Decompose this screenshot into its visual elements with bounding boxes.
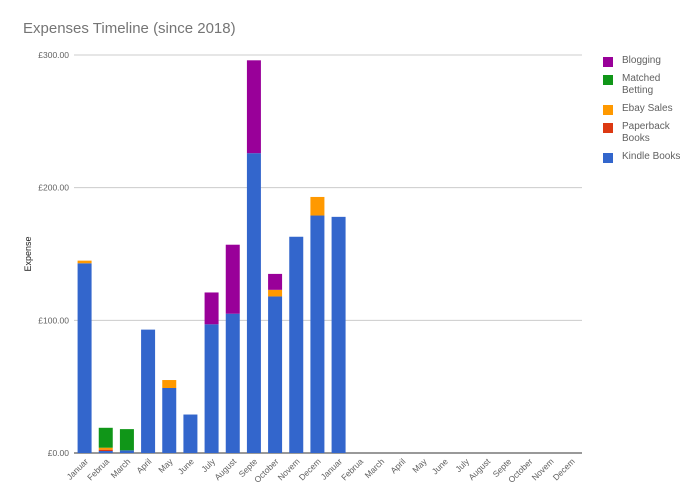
legend-label: Paperback Books xyxy=(622,121,670,144)
x-tick-label: Decem xyxy=(551,456,577,482)
y-tick-label: £0.00 xyxy=(48,448,70,458)
bar-segment xyxy=(204,324,219,453)
bar-segment xyxy=(310,196,325,216)
x-tick-label: August xyxy=(212,456,238,482)
y-tick-label: £200.00 xyxy=(38,183,69,193)
bar-segment xyxy=(98,451,113,453)
y-axis-label: Expense xyxy=(23,236,33,271)
x-tick-label: March xyxy=(363,456,387,480)
bar-segment xyxy=(98,447,113,450)
bar-segment xyxy=(246,153,261,453)
legend-swatch xyxy=(603,75,613,85)
bar-segment xyxy=(225,313,240,453)
legend-label: Matched Betting xyxy=(622,73,661,96)
x-tick-label: June xyxy=(430,456,450,476)
legend-item: Matched Betting xyxy=(603,73,688,96)
legend-item: Ebay Sales xyxy=(603,103,688,115)
x-tick-label: Februa xyxy=(339,456,365,482)
chart-title: Expenses Timeline (since 2018) xyxy=(23,20,236,37)
x-tick-label: May xyxy=(156,456,175,475)
legend-label: Ebay Sales xyxy=(622,103,673,114)
x-tick-label: April xyxy=(388,456,407,475)
y-tick-label: £300.00 xyxy=(38,50,69,60)
bar-segment xyxy=(225,244,240,314)
bar-segment xyxy=(289,236,304,453)
legend-item: Blogging xyxy=(603,55,688,67)
legend-label: Blogging xyxy=(622,55,661,66)
x-tick-label: Novem xyxy=(530,456,556,482)
legend-swatch xyxy=(603,153,613,163)
bar-segment xyxy=(183,414,198,453)
bar-segment xyxy=(204,292,219,325)
legend-swatch xyxy=(603,123,613,133)
bar-segment xyxy=(310,215,325,453)
bar-segment xyxy=(162,380,177,388)
bar-segment xyxy=(98,427,113,448)
bar-segment xyxy=(77,263,92,453)
bar-segment xyxy=(331,216,346,453)
legend-item: Paperback Books xyxy=(603,121,688,144)
x-tick-label: March xyxy=(109,456,133,480)
legend-item: Kindle Books xyxy=(603,151,688,163)
gridlines xyxy=(74,54,582,454)
x-tick-label: Februa xyxy=(85,456,111,482)
x-tick-label: May xyxy=(410,456,429,475)
bar-segment xyxy=(268,296,283,453)
x-tick-label: Decem xyxy=(297,456,323,482)
bar-segment xyxy=(141,329,156,453)
bars xyxy=(77,60,346,453)
x-tick-label: Novem xyxy=(276,456,302,482)
bar-segment xyxy=(246,60,261,154)
legend-swatch xyxy=(603,105,613,115)
bar-segment xyxy=(162,387,177,453)
bar-segment xyxy=(268,289,283,297)
x-tick-label: August xyxy=(466,456,492,482)
bar-segment xyxy=(77,260,92,264)
x-tick-label: June xyxy=(176,456,196,476)
bar-segment xyxy=(119,429,134,451)
y-tick-label: £100.00 xyxy=(38,315,69,325)
x-tick-label: April xyxy=(134,456,153,475)
legend-label: Kindle Books xyxy=(622,151,681,162)
bar-segment xyxy=(119,450,134,453)
bar-segment xyxy=(98,449,113,452)
legend-swatch xyxy=(603,57,613,67)
bar-segment xyxy=(268,273,283,290)
